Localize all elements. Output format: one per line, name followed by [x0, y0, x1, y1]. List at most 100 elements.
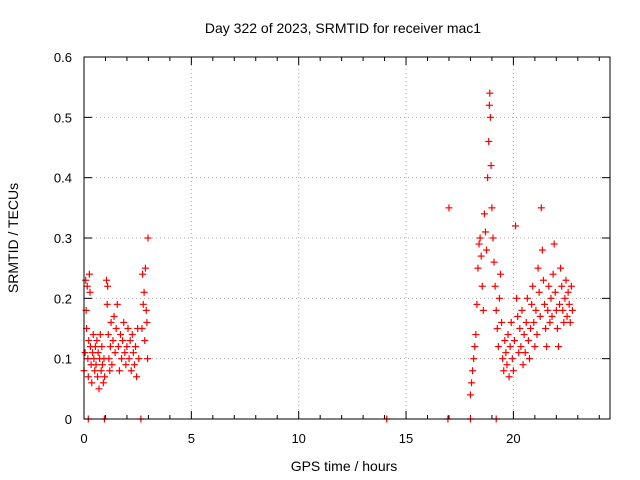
data-point [127, 367, 135, 375]
y-tick-label: 0.3 [54, 231, 72, 246]
data-point [141, 337, 149, 345]
data-point [558, 282, 566, 290]
data-point [469, 367, 477, 375]
data-point [561, 294, 569, 302]
data-point [91, 367, 99, 375]
data-point [114, 343, 122, 351]
data-point [486, 113, 494, 121]
data-point [518, 306, 526, 314]
data-point [541, 300, 549, 308]
data-point [548, 312, 556, 320]
data-point [139, 300, 147, 308]
data-point [500, 367, 508, 375]
data-point [108, 361, 116, 369]
data-point [124, 325, 132, 332]
data-point [550, 240, 558, 248]
data-point [485, 137, 493, 145]
data-point [553, 325, 561, 332]
data-point [536, 312, 544, 320]
data-point [510, 337, 518, 345]
data-point [141, 264, 149, 272]
data-point [543, 343, 551, 351]
data-point [479, 306, 487, 314]
data-point [538, 246, 546, 254]
data-point [98, 343, 106, 351]
data-point [128, 331, 136, 339]
data-point [480, 210, 488, 218]
data-point [489, 234, 497, 242]
data-point [544, 306, 552, 314]
data-point [110, 312, 118, 320]
data-point [505, 373, 513, 381]
data-point [483, 246, 491, 254]
data-point [520, 331, 528, 339]
data-point [144, 234, 152, 242]
data-point [567, 282, 575, 290]
data-point [472, 331, 480, 339]
data-point [514, 312, 522, 320]
data-point [547, 294, 555, 302]
data-point [86, 288, 94, 296]
data-point [84, 373, 92, 381]
y-tick-label: 0.4 [54, 171, 72, 186]
data-point [499, 355, 507, 363]
data-point [486, 89, 494, 97]
data-point [488, 204, 496, 212]
data-point [109, 337, 117, 345]
data-point [81, 349, 89, 357]
data-point [527, 325, 535, 332]
data-point [88, 379, 96, 387]
data-point [118, 355, 126, 363]
data-point [534, 264, 542, 272]
data-point [98, 361, 106, 369]
grid-lines [84, 57, 610, 419]
data-point [524, 337, 532, 345]
data-point [484, 174, 492, 182]
x-axis-label: GPS time / hours [291, 458, 398, 474]
data-point [568, 306, 576, 314]
y-axis-label: SRMTID / TECUs [5, 183, 21, 293]
x-tick-label: 0 [80, 431, 87, 446]
data-point [95, 385, 103, 393]
data-point [473, 300, 481, 308]
data-point [470, 355, 478, 363]
data-point [487, 162, 495, 170]
data-point [123, 343, 131, 351]
data-point [466, 391, 474, 399]
data-points [80, 89, 576, 423]
data-point [491, 282, 499, 290]
data-point [498, 318, 506, 326]
chart-title: Day 322 of 2023, SRMTID for receiver mac… [205, 20, 481, 36]
data-point [119, 337, 127, 345]
data-point [530, 318, 538, 326]
data-point [494, 343, 502, 351]
data-point [122, 361, 130, 369]
x-tick-label: 5 [188, 431, 195, 446]
data-point [133, 373, 141, 381]
y-tick-label: 0.5 [54, 110, 72, 125]
data-point [551, 288, 559, 296]
data-point [97, 367, 105, 375]
data-point [490, 258, 498, 266]
y-tick-label: 0.1 [54, 352, 72, 367]
plot-frame [83, 56, 611, 420]
data-point [83, 282, 91, 290]
data-point [519, 361, 527, 369]
data-point [512, 222, 520, 230]
data-point [502, 349, 510, 357]
data-point [144, 355, 152, 363]
data-point [121, 349, 129, 357]
data-point [475, 240, 483, 248]
data-point [559, 306, 567, 314]
data-point [563, 312, 571, 320]
data-point [522, 318, 530, 326]
data-point [528, 300, 536, 308]
data-point [492, 306, 500, 314]
data-point [478, 282, 486, 290]
data-point [140, 288, 148, 296]
data-point [562, 276, 570, 284]
data-point [565, 300, 573, 308]
data-point [120, 318, 128, 326]
data-point [85, 337, 93, 345]
